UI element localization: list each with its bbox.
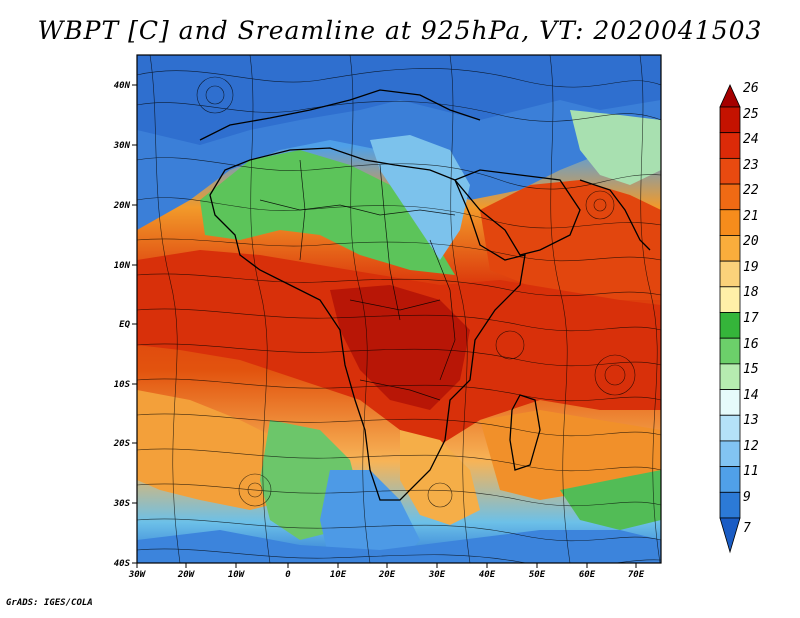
lon-label: 10W xyxy=(228,570,246,580)
lat-label: 10N xyxy=(114,261,131,271)
lat-label: EQ xyxy=(119,320,130,330)
colorbar-cell xyxy=(719,157,741,185)
map-title: WBPT [C] and Sreamline at 925hPa, VT: 20… xyxy=(37,16,763,45)
lon-label: 20E xyxy=(378,570,396,580)
lat-label: 30S xyxy=(113,499,131,509)
colorbar-cell xyxy=(719,260,741,288)
colorbar-cell xyxy=(719,312,741,339)
colorbar-cell xyxy=(719,389,741,416)
lon-label: 60E xyxy=(579,570,596,580)
country-borders xyxy=(259,159,456,401)
colorbar-label: 20 xyxy=(743,234,759,249)
axis-ticks xyxy=(132,84,637,568)
map-frame xyxy=(136,54,662,564)
warm-region-indian-ocean xyxy=(480,410,661,500)
africa-coastline xyxy=(209,147,526,501)
colorbar-cell xyxy=(719,363,741,390)
mild-region-persia xyxy=(570,110,661,185)
lat-label: 30N xyxy=(113,141,131,151)
colorbar-label: 23 xyxy=(743,158,759,173)
europe-coastline xyxy=(199,89,481,141)
streamlines xyxy=(137,55,661,563)
lon-label: 0 xyxy=(285,570,291,580)
colorbar-label: 7 xyxy=(743,521,751,536)
lat-label: 20S xyxy=(113,439,131,449)
lon-label: 20W xyxy=(177,570,196,580)
colorbar-cell xyxy=(719,183,741,211)
colorbar-cells xyxy=(719,84,741,554)
arabia-coastline xyxy=(453,169,581,256)
colorbar-cell xyxy=(719,106,741,134)
colorbar-labels: 26 25 24 23 22 21 20 19 18 17 16 15 14 1… xyxy=(743,81,759,536)
lon-label: 10E xyxy=(330,570,347,580)
colorbar-label: 18 xyxy=(743,285,759,300)
lat-label: 40S xyxy=(114,559,131,569)
madagascar-coastline xyxy=(509,394,541,471)
colorbar-label: 25 xyxy=(743,107,759,122)
colorbar-label: 14 xyxy=(743,388,759,403)
colorbar-label: 26 xyxy=(743,81,759,96)
colorbar-cell xyxy=(719,286,741,313)
colorbar-label: 16 xyxy=(743,337,759,352)
colorbar-label: 12 xyxy=(743,439,759,454)
colorbar-label: 24 xyxy=(743,132,759,147)
lat-label: 20N xyxy=(113,201,131,211)
cool-region-south-atlantic xyxy=(320,470,420,563)
warm-region-arabia xyxy=(480,180,661,300)
grads-credit: GrADS: IGES/COLA xyxy=(6,598,93,608)
colorbar-cell xyxy=(719,414,741,442)
colorbar-label: 15 xyxy=(743,362,759,377)
colorbar-top-triangle xyxy=(719,84,741,108)
colorbar-cell xyxy=(719,440,741,468)
colorbar-label: 22 xyxy=(743,183,759,198)
mild-region-south-indian xyxy=(560,470,661,530)
lon-label: 50E xyxy=(529,570,546,580)
map-field xyxy=(137,55,661,563)
longitude-labels: 30W 20W 10W 0 10E 20E 30E 40E 50E 60E 70… xyxy=(128,570,645,580)
cold-region-far-north xyxy=(137,55,661,145)
colorbar-label: 9 xyxy=(743,490,751,505)
lon-label: 70E xyxy=(628,570,645,580)
colorbar-label: 21 xyxy=(743,209,759,224)
cold-region-far-south xyxy=(137,530,661,563)
colorbar-label: 13 xyxy=(743,413,759,428)
lon-label: 30W xyxy=(128,570,147,580)
latitude-labels: 40N 30N 20N 10N EQ 10S 20S 30S 40S xyxy=(113,81,131,569)
colorbar-label: 11 xyxy=(743,464,759,479)
lat-label: 40N xyxy=(114,81,131,91)
colorbar-label: 17 xyxy=(743,311,759,326)
colorbar-label: 19 xyxy=(743,260,759,275)
colorbar-cell xyxy=(719,132,741,159)
warm-region-south-atlantic xyxy=(137,390,300,510)
colorbar-cell xyxy=(719,235,741,262)
colorbar-cell xyxy=(719,209,741,236)
lat-label: 10S xyxy=(114,380,131,390)
colorbar-cell xyxy=(719,491,741,519)
cool-region-egypt xyxy=(370,135,470,260)
lon-label: 40E xyxy=(479,570,496,580)
colorbar-cell xyxy=(719,337,741,365)
colorbar: 26 25 24 23 22 21 20 19 18 17 16 15 14 1… xyxy=(719,81,759,554)
india-coastline xyxy=(579,179,651,251)
colorbar-bottom-triangle xyxy=(719,517,741,554)
mild-region-sahara xyxy=(200,150,455,275)
warm-region-south-africa xyxy=(400,430,480,525)
lon-label: 30E xyxy=(428,570,446,580)
colorbar-cell xyxy=(719,466,741,493)
coastlines xyxy=(199,89,651,501)
